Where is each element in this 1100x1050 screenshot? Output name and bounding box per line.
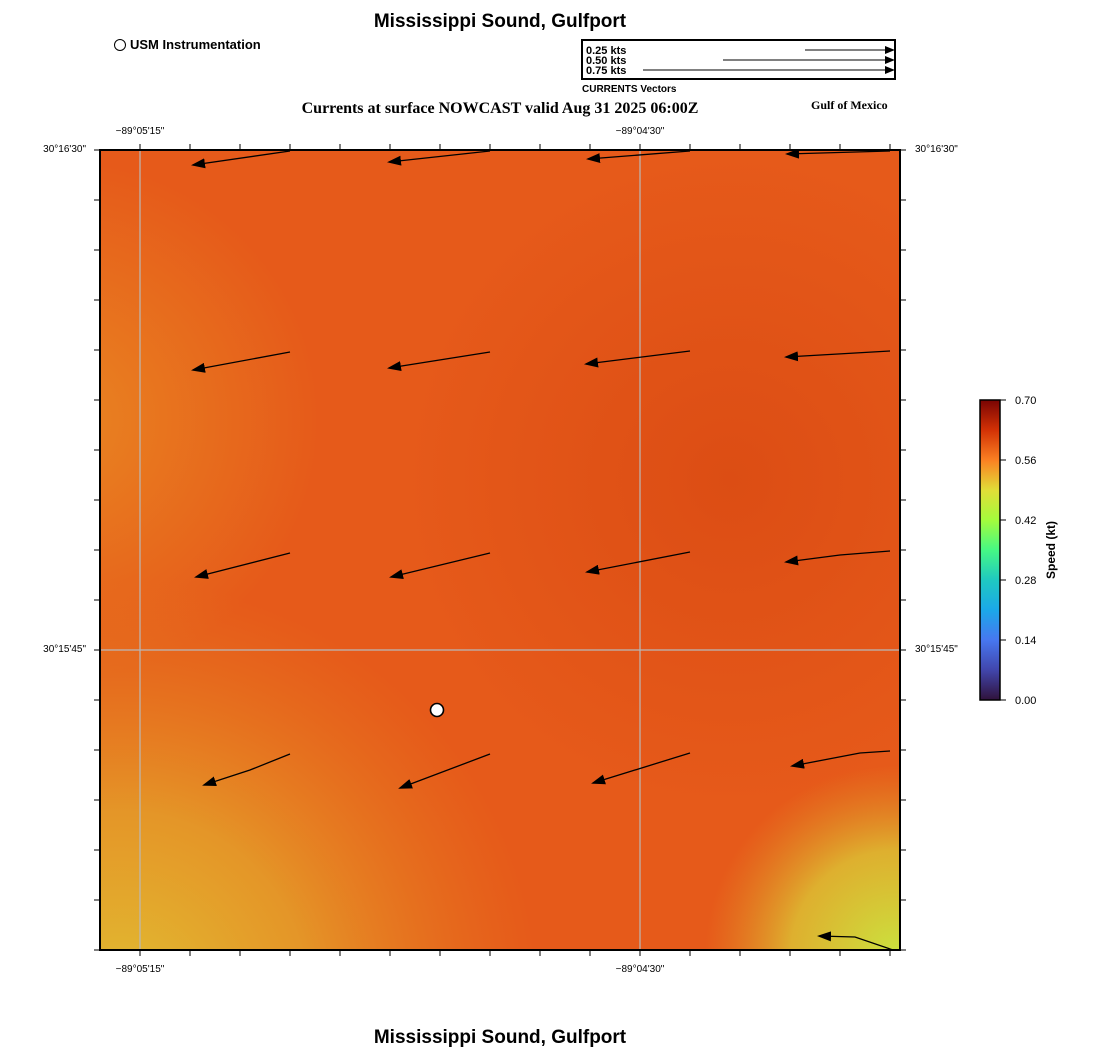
current-vector (817, 931, 894, 950)
colorbar-tick-000: 0.00 (1015, 695, 1037, 707)
scale-arrows (643, 46, 894, 74)
bottom-lon-label-2: −89°04'30" (615, 964, 665, 975)
current-vector (191, 150, 291, 169)
current-vector (398, 753, 491, 789)
vectors-caption: CURRENTS Vectors (582, 84, 677, 95)
right-lat-label-1: 30°16'30" (915, 144, 958, 155)
footer-title: Mississippi Sound, Gulfport (373, 1027, 627, 1048)
vector-scale-box: 0.25 kts 0.50 kts 0.75 kts (581, 39, 896, 80)
current-vector (387, 150, 491, 166)
colorbar-title: Speed (kt) (1044, 521, 1058, 580)
scale-label-075: 0.75 kts (586, 65, 627, 77)
current-vector (194, 552, 291, 579)
scale-label-050: 0.50 kts (586, 55, 627, 67)
current-vector (584, 350, 691, 368)
current-vector (785, 150, 891, 159)
instrumentation-legend: USM Instrumentation (114, 37, 261, 52)
bottom-lon-label-1: −89°05'15" (115, 964, 165, 975)
left-lat-label-2: 30°15'45" (43, 644, 86, 655)
region-label: Gulf of Mexico (811, 98, 888, 112)
current-vector (387, 351, 491, 372)
right-lat-label-2: 30°15'45" (915, 644, 958, 655)
colorbar-tick-056: 0.56 (1015, 455, 1037, 467)
current-vector (389, 552, 491, 580)
colorbar-tick-028: 0.28 (1015, 575, 1037, 587)
current-vector (784, 550, 891, 566)
usm-instrument-marker (429, 702, 445, 718)
colorbar-tick-070: 0.70 (1015, 395, 1037, 407)
current-vector (591, 752, 691, 785)
left-lat-label-1: 30°16'30" (43, 144, 86, 155)
top-lon-label-2: −89°04'30" (615, 126, 665, 137)
instrument-circle-icon (114, 38, 126, 51)
colorbar-tick-042: 0.42 (1015, 515, 1037, 527)
current-vector (784, 350, 891, 362)
colorbar-tick-014: 0.14 (1015, 635, 1037, 647)
current-vector (586, 150, 691, 164)
current-vector (191, 351, 291, 373)
scale-label-025: 0.25 kts (586, 45, 627, 57)
current-vector (202, 753, 291, 787)
current-vector (585, 551, 691, 575)
speed-colorbar (979, 399, 1006, 701)
map-subtitle: Currents at surface NOWCAST valid Aug 31… (301, 100, 699, 117)
instrumentation-label: USM Instrumentation (130, 37, 261, 52)
map-title: Mississippi Sound, Gulfport (373, 11, 627, 32)
top-lon-label-1: −89°05'15" (115, 126, 165, 137)
current-vector (790, 750, 891, 769)
